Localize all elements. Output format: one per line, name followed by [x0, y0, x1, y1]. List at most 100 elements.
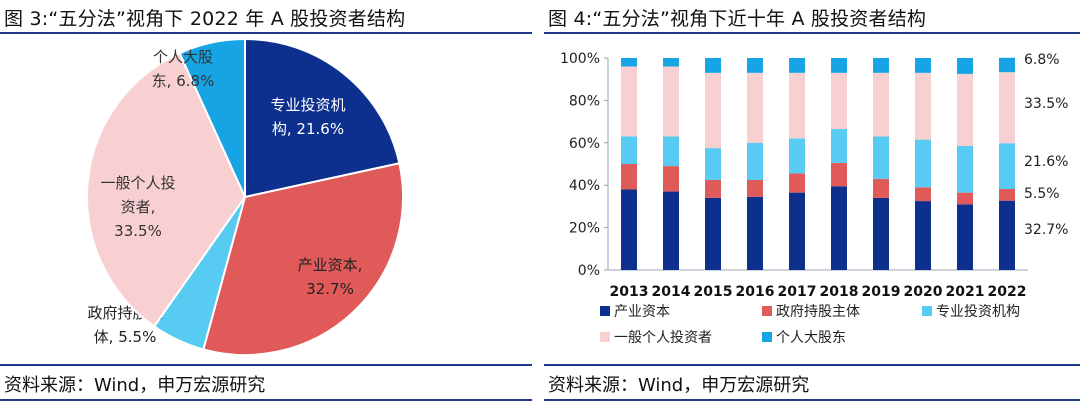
pie-slice-3 — [86, 51, 247, 328]
bar-segment-2014-0 — [663, 191, 679, 270]
bar-segment-2017-0 — [789, 192, 805, 270]
bar-segment-2021-4 — [957, 58, 973, 74]
x-tick-label: 2022 — [988, 284, 1027, 300]
legend-label-3: 一般个人投资者 — [614, 330, 712, 346]
legend-swatch-4 — [762, 332, 772, 342]
legend-label-2: 专业投资机构 — [936, 304, 1020, 320]
bar-segment-2020-2 — [915, 139, 931, 188]
bar-segment-2021-1 — [957, 192, 973, 205]
x-tick-label: 2019 — [862, 284, 901, 300]
x-tick-label: 2015 — [694, 284, 733, 300]
bar-segment-2018-3 — [831, 72, 847, 130]
end-value-label-2: 21.6% — [1024, 154, 1068, 170]
bar-segment-2014-2 — [663, 136, 679, 167]
x-tick-label: 2013 — [610, 284, 649, 300]
bar-segment-2021-2 — [957, 145, 973, 193]
legend-label-1: 政府持股主体 — [776, 304, 860, 320]
figure-3-panel: 图 3:“五分法”视角下 2022 年 A 股投资者结构 专业投资机构, 21.… — [0, 0, 532, 402]
bar-segment-2013-1 — [621, 164, 637, 190]
bar-segment-2014-1 — [663, 166, 679, 192]
pie-slice-0 — [244, 37, 401, 199]
bar-segment-2014-4 — [663, 58, 679, 67]
bar-segment-2022-0 — [999, 200, 1015, 270]
bar-segment-2013-0 — [621, 189, 637, 270]
end-value-label-0: 6.8% — [1024, 52, 1060, 68]
bar-segment-2014-3 — [663, 66, 679, 137]
figure-4-panel: 图 4:“五分法”视角下近十年 A 股投资者结构 0% 20% 40% 60% 80% 1… — [544, 0, 1080, 402]
bar-segment-2020-4 — [915, 58, 931, 73]
bar-segment-2021-0 — [957, 204, 973, 270]
bar-segment-2016-4 — [747, 58, 763, 73]
bar-segment-2022-3 — [999, 72, 1015, 144]
bar-segment-2017-1 — [789, 173, 805, 193]
legend-swatch-3 — [600, 332, 610, 342]
pie-slice-1 — [202, 162, 404, 356]
bar-segment-2019-1 — [873, 178, 889, 198]
bar-segment-2015-3 — [705, 72, 721, 149]
x-tick-label: 2020 — [904, 284, 943, 300]
bar-segment-2015-1 — [705, 179, 721, 198]
bar-segment-2019-3 — [873, 72, 889, 137]
figure-3-top-rule — [0, 32, 532, 34]
bar-segment-2018-1 — [831, 162, 847, 187]
bar-segment-2013-4 — [621, 58, 637, 67]
bar-segment-2018-0 — [831, 186, 847, 270]
pie-slice-label-3: 一般个人投资者, 33.5% — [100, 174, 175, 240]
figure-4-source: 资料来源：Wind，申万宏源研究 — [548, 375, 810, 396]
legend-swatch-1 — [762, 306, 772, 316]
bar-segment-2022-4 — [999, 57, 1015, 73]
y-tick-label: 0% — [578, 263, 600, 279]
bar-segment-2019-2 — [873, 136, 889, 179]
bar-segment-2018-4 — [831, 58, 847, 73]
pie-slice-label-4: 个人大股东, 6.8% — [152, 48, 215, 90]
pie-slice-4 — [178, 37, 246, 198]
pie-chart: 专业投资机构, 21.6%产业资本, 32.7%政府持股主体, 5.5%一般个人投… — [86, 37, 404, 356]
stacked-bar-chart: 0%20%40%60%80%100%2013 2014 2015 2016 2017 20… — [560, 51, 1069, 346]
figure-3-title: 图 3:“五分法”视角下 2022 年 A 股投资者结构 — [4, 8, 406, 30]
end-value-label-3: 5.5% — [1024, 186, 1060, 202]
x-tick-label: 2016 — [736, 284, 775, 300]
x-tick-label: 2014 — [652, 284, 691, 300]
bar-segment-2020-1 — [915, 187, 931, 202]
bar-segment-2016-3 — [747, 72, 763, 143]
bar-segment-2017-3 — [789, 72, 805, 139]
bar-segment-2019-0 — [873, 197, 889, 270]
bar-segment-2016-0 — [747, 196, 763, 270]
bar-segment-2015-4 — [705, 58, 721, 73]
bar-segment-2020-0 — [915, 201, 931, 270]
y-tick-label: 80% — [569, 93, 600, 109]
pie-slice-label-1: 产业资本, 32.7% — [298, 256, 363, 298]
x-tick-label: 2021 — [946, 284, 985, 300]
pie-slice-label-0: 专业投资机构, 21.6% — [270, 96, 345, 138]
bar-segment-2021-3 — [957, 73, 973, 146]
figure-3-source: 资料来源：Wind，申万宏源研究 — [4, 375, 266, 396]
figure-4-top-rule — [544, 32, 1080, 34]
bar-segment-2017-2 — [789, 138, 805, 174]
bar-segment-2022-1 — [999, 189, 1015, 201]
legend-label-4: 个人大股东 — [776, 330, 846, 346]
bar-segment-2016-1 — [747, 179, 763, 197]
bar-segment-2018-2 — [831, 129, 847, 163]
figure-4-end-rule — [544, 399, 1080, 401]
y-tick-label: 60% — [569, 136, 600, 152]
y-tick-label: 40% — [569, 178, 600, 194]
figure-3-end-rule — [0, 399, 532, 401]
legend-swatch-2 — [922, 306, 932, 316]
bar-segment-2016-2 — [747, 142, 763, 180]
bar-segment-2017-4 — [789, 58, 805, 73]
legend-label-0: 产业资本 — [614, 304, 670, 320]
bar-segment-2015-2 — [705, 148, 721, 180]
bar-segment-2013-2 — [621, 136, 637, 164]
x-tick-label: 2017 — [778, 284, 817, 300]
figure-3-bottom-rule — [0, 364, 532, 366]
y-tick-label: 20% — [569, 221, 600, 237]
x-tick-label: 2018 — [820, 284, 859, 300]
bar-segment-2019-4 — [873, 58, 889, 73]
bar-segment-2020-3 — [915, 72, 931, 140]
end-value-label-4: 32.7% — [1024, 222, 1068, 238]
legend-swatch-0 — [600, 306, 610, 316]
bar-segment-2013-3 — [621, 66, 637, 137]
y-tick-label: 100% — [560, 51, 600, 67]
figure-4-title: 图 4:“五分法”视角下近十年 A 股投资者结构 — [548, 8, 927, 30]
bar-segment-2015-0 — [705, 197, 721, 270]
